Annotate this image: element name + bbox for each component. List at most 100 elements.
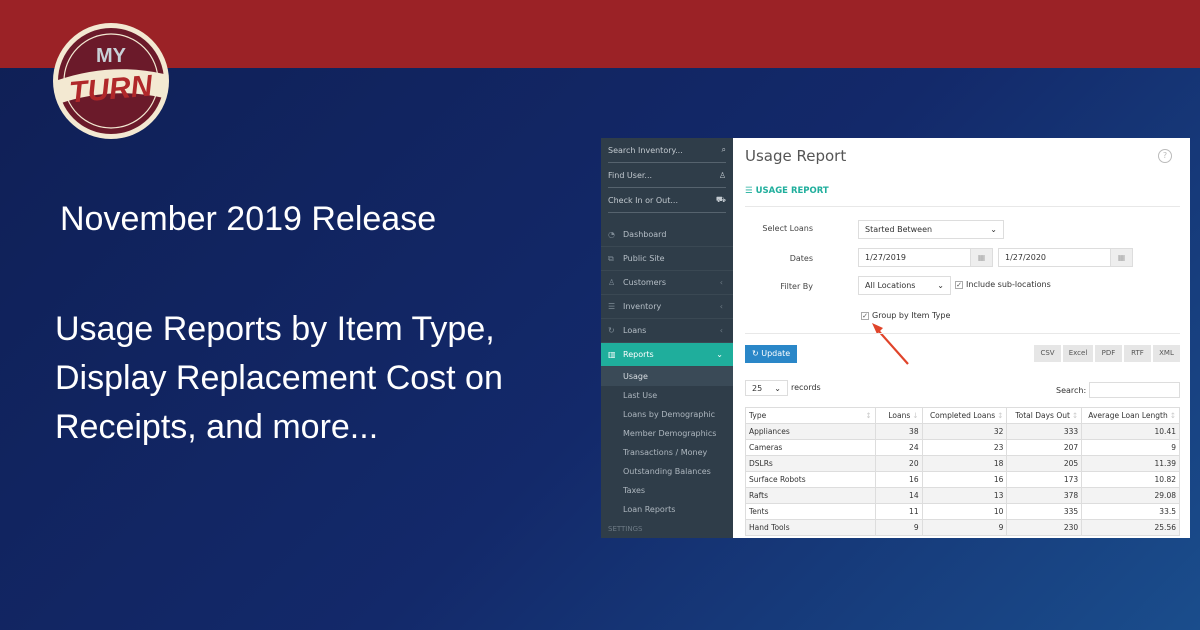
table-cell: 333 — [1006, 423, 1083, 440]
find-user-input[interactable]: Find User... ♙ — [608, 163, 726, 188]
table-cell: 18 — [921, 455, 1008, 472]
section-label: USAGE REPORT — [755, 186, 829, 196]
select-loans-label: Select Loans — [762, 224, 813, 233]
label: Update — [761, 349, 791, 358]
checkbox-checked-icon: ✓ — [861, 311, 869, 320]
label: Dashboard — [623, 230, 667, 239]
sidebar-item-loans[interactable]: ↻ Loans ‹ — [601, 319, 733, 343]
sort-icon: ↕ — [1169, 411, 1176, 420]
table-cell: 23 — [921, 439, 1008, 456]
table-row: DSLRs 20 18 205 11.39 — [745, 455, 1180, 472]
update-button[interactable]: ↻ Update — [745, 345, 798, 363]
label: Customers — [623, 278, 667, 287]
dates-label: Dates — [789, 254, 813, 263]
table-search-input[interactable] — [1089, 382, 1180, 398]
label: Reports — [623, 350, 654, 359]
column-header[interactable]: Loans ↓ — [874, 407, 923, 424]
sidebar-subitem-member-demographics[interactable]: Member Demographics — [623, 429, 717, 438]
export-excel-button[interactable]: Excel — [1063, 345, 1093, 362]
subheadline-line: Display Replacement Cost on — [55, 359, 503, 397]
date-to-input[interactable]: 1/27/2020 — [998, 248, 1111, 267]
help-icon[interactable]: ? — [1158, 149, 1172, 163]
sidebar-subitem-usage[interactable]: Usage — [601, 367, 733, 386]
table-cell: 10.82 — [1081, 471, 1180, 488]
group-by-item-type-checkbox[interactable]: ✓ Group by Item Type — [861, 311, 950, 320]
table-cell: 24 — [874, 439, 923, 456]
column-header[interactable]: Average Loan Length ↕ — [1081, 407, 1180, 424]
myturn-logo: MY TURN — [53, 23, 169, 139]
headline: November 2019 Release — [60, 200, 437, 238]
sidebar-item-dashboard[interactable]: ◔ Dashboard — [601, 223, 733, 247]
filter-locations-dropdown[interactable]: All Locations ⌄ — [858, 276, 951, 295]
sidebar-subitem-loan-reports[interactable]: Loan Reports — [623, 505, 676, 514]
red-arrow-annotation — [872, 323, 909, 365]
column-header[interactable]: Total Days Out ↕ — [1006, 407, 1083, 424]
header-label: Type — [749, 411, 767, 420]
settings-section-label: SETTINGS — [608, 525, 643, 533]
export-csv-button[interactable]: CSV — [1034, 345, 1061, 362]
table-cell: Hand Tools — [745, 519, 876, 536]
subheadline-line: Receipts, and more... — [55, 408, 379, 446]
sidebar-subitem-last-use[interactable]: Last Use — [623, 391, 658, 400]
label: Loans — [623, 326, 647, 335]
filter-by-label: Filter By — [780, 282, 813, 291]
subheadline: Usage Reports by Item Type, Display Repl… — [55, 305, 503, 452]
export-xml-button[interactable]: XML — [1153, 345, 1180, 362]
refresh-icon: ↻ — [752, 349, 762, 358]
sidebar-subitem-outstanding-balances[interactable]: Outstanding Balances — [623, 467, 711, 476]
sidebar: Search Inventory... ⌕ Find User... ♙ Check… — [601, 138, 733, 538]
placeholder: Search Inventory... — [608, 145, 683, 155]
calendar-icon[interactable]: ▦ — [970, 248, 993, 267]
label: Public Site — [623, 254, 665, 263]
sidebar-subitem-taxes[interactable]: Taxes — [623, 486, 646, 495]
label: Include sub-locations — [966, 280, 1051, 289]
select-loans-dropdown[interactable]: Started Between ⌄ — [858, 220, 1004, 239]
table-cell: Rafts — [745, 487, 876, 504]
include-sub-locations-checkbox[interactable]: ✓ Include sub-locations — [955, 280, 1051, 289]
table-cell: 33.5 — [1081, 503, 1180, 520]
refresh-icon: ↻ — [608, 326, 615, 335]
sidebar-item-reports[interactable]: ▥ Reports ⌄ — [601, 343, 733, 367]
table-cell: Appliances — [745, 423, 876, 440]
search-label: Search: — [1056, 386, 1087, 395]
sidebar-item-inventory[interactable]: ☰ Inventory ‹ — [601, 295, 733, 319]
column-header[interactable]: Type ↕ — [745, 407, 876, 424]
table-cell: 11 — [874, 503, 923, 520]
records-per-page-select[interactable]: 25 ⌄ — [745, 380, 788, 396]
main-content: Usage Report ? ☰ USAGE REPORT Select Loa… — [733, 138, 1190, 538]
check-in-out-input[interactable]: Check In or Out... ⛟ — [608, 188, 726, 213]
sidebar-item-public-site[interactable]: ⧉ Public Site — [601, 247, 733, 271]
divider — [745, 206, 1180, 207]
sidebar-item-customers[interactable]: ♙ Customers ‹ — [601, 271, 733, 295]
header-label: Total Days Out — [1015, 411, 1070, 420]
sidebar-subitem-transactions[interactable]: Transactions / Money — [623, 448, 708, 457]
table-row: Rafts 14 13 378 29.08 — [745, 487, 1180, 504]
table-cell: 173 — [1006, 471, 1083, 488]
cart-icon: ⛟ — [715, 195, 726, 204]
search-inventory-input[interactable]: Search Inventory... ⌕ — [608, 138, 726, 163]
table-cell: 11.39 — [1081, 455, 1180, 472]
export-pdf-button[interactable]: PDF — [1095, 345, 1122, 362]
label: Group by Item Type — [872, 311, 951, 320]
date-from-input[interactable]: 1/27/2019 — [858, 248, 971, 267]
label: Inventory — [623, 302, 662, 311]
table-cell: 335 — [1006, 503, 1083, 520]
table-cell: 9 — [874, 519, 923, 536]
column-header[interactable]: Completed Loans ↕ — [921, 407, 1008, 424]
chevron-down-icon: ⌄ — [716, 350, 723, 359]
svg-text:MY: MY — [96, 45, 127, 67]
page-title: Usage Report — [745, 147, 847, 165]
placeholder: Find User... — [608, 170, 653, 180]
list-icon: ☰ — [745, 186, 756, 196]
sort-icon: ↕ — [1071, 411, 1079, 420]
top-band — [0, 0, 1200, 68]
calendar-icon[interactable]: ▦ — [1110, 248, 1133, 267]
table-cell: 32 — [921, 423, 1008, 440]
sidebar-subitem-loans-by-demographic[interactable]: Loans by Demographic — [623, 410, 716, 419]
chevron-left-icon: ‹ — [719, 326, 723, 335]
search-icon: ⌕ — [721, 145, 726, 154]
chevron-left-icon: ‹ — [719, 302, 723, 311]
usage-table: Type ↕ Loans ↓ Completed Loans ↕ Total Days Ou… — [745, 407, 1180, 536]
table-cell: 9 — [1081, 439, 1180, 456]
export-rtf-button[interactable]: RTF — [1124, 345, 1151, 362]
